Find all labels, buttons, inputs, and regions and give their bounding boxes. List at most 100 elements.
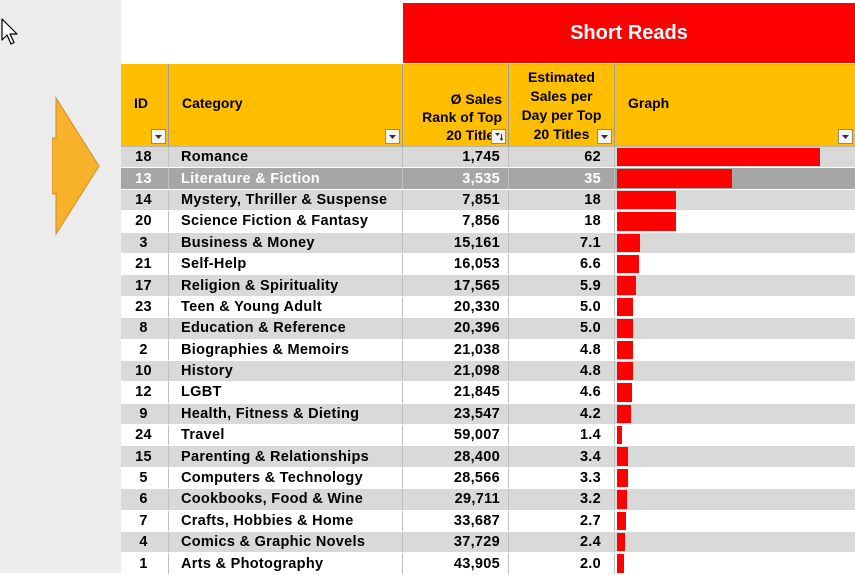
cell-estimated-sales[interactable]: 5.0 (509, 318, 615, 339)
cell-estimated-sales[interactable]: 4.8 (509, 360, 615, 382)
cell-sales-rank[interactable]: 28,566 (403, 467, 509, 489)
cell-graph[interactable] (615, 553, 855, 573)
cell-graph[interactable] (615, 297, 855, 317)
cell-graph[interactable] (615, 404, 855, 424)
cell-id[interactable]: 1 (121, 553, 169, 574)
cell-sales-rank[interactable]: 1,745 (403, 147, 509, 168)
table-row[interactable]: 21 Self-Help 16,053 6.6 (121, 253, 855, 276)
cell-sales-rank[interactable]: 29,711 (403, 489, 509, 510)
table-row[interactable]: 10 History 21,098 4.8 (121, 360, 855, 383)
cell-sales-rank[interactable]: 20,330 (403, 296, 509, 318)
cell-sales-rank[interactable]: 3,535 (403, 168, 509, 189)
cell-category[interactable]: LGBT (169, 382, 403, 403)
cell-graph[interactable] (615, 211, 855, 231)
cell-estimated-sales[interactable]: 3.4 (509, 446, 615, 467)
cell-category[interactable]: Mystery, Thriller & Suspense (169, 189, 403, 211)
cell-category[interactable]: Health, Fitness & Dieting (169, 403, 403, 425)
cell-sales-rank[interactable]: 28,400 (403, 446, 509, 467)
cell-category[interactable]: Science Fiction & Fantasy (169, 211, 403, 232)
cell-id[interactable]: 14 (121, 189, 169, 211)
table-row[interactable]: 23 Teen & Young Adult 20,330 5.0 (121, 296, 855, 319)
cell-category[interactable]: Biographies & Memoirs (169, 339, 403, 360)
table-row[interactable]: 3 Business & Money 15,161 7.1 (121, 232, 855, 254)
cell-estimated-sales[interactable]: 3.2 (509, 489, 615, 510)
cell-graph[interactable] (615, 511, 855, 531)
table-row[interactable]: 9 Health, Fitness & Dieting 23,547 4.2 (121, 403, 855, 426)
dropdown-filter-icon[interactable] (151, 129, 166, 144)
cell-graph[interactable] (615, 382, 855, 402)
cell-id[interactable]: 5 (121, 467, 169, 489)
table-row[interactable]: 2 Biographies & Memoirs 21,038 4.8 (121, 339, 855, 361)
cell-estimated-sales[interactable]: 4.2 (509, 403, 615, 425)
cell-category[interactable]: Travel (169, 425, 403, 446)
cell-graph[interactable] (615, 147, 855, 167)
table-row[interactable]: 24 Travel 59,007 1.4 (121, 425, 855, 447)
cell-id[interactable]: 6 (121, 489, 169, 510)
cell-estimated-sales[interactable]: 2.4 (509, 532, 615, 553)
cell-estimated-sales[interactable]: 7.1 (509, 232, 615, 253)
cell-estimated-sales[interactable]: 35 (509, 168, 615, 189)
table-row[interactable]: 15 Parenting & Relationships 28,400 3.4 (121, 446, 855, 468)
cell-id[interactable]: 17 (121, 275, 169, 296)
cell-category[interactable]: Religion & Spirituality (169, 275, 403, 296)
cell-sales-rank[interactable]: 23,547 (403, 403, 509, 425)
cell-sales-rank[interactable]: 33,687 (403, 510, 509, 532)
cell-estimated-sales[interactable]: 62 (509, 147, 615, 168)
cell-sales-rank[interactable]: 16,053 (403, 253, 509, 275)
cell-category[interactable]: Education & Reference (169, 318, 403, 339)
cell-category[interactable]: Comics & Graphic Novels (169, 532, 403, 553)
cell-estimated-sales[interactable]: 2.7 (509, 510, 615, 532)
cell-sales-rank[interactable]: 17,565 (403, 275, 509, 296)
cell-sales-rank[interactable]: 15,161 (403, 232, 509, 253)
dropdown-filter-icon[interactable] (597, 129, 612, 144)
cell-estimated-sales[interactable]: 5.9 (509, 275, 615, 296)
cell-sales-rank[interactable]: 37,729 (403, 532, 509, 553)
table-row[interactable]: 20 Science Fiction & Fantasy 7,856 18 (121, 211, 855, 233)
cell-id[interactable]: 21 (121, 253, 169, 275)
cell-sales-rank[interactable]: 43,905 (403, 553, 509, 574)
table-row[interactable]: 1 Arts & Photography 43,905 2.0 (121, 553, 855, 575)
table-row[interactable]: 18 Romance 1,745 62 (121, 147, 855, 169)
cell-graph[interactable] (615, 532, 855, 552)
table-row[interactable]: 12 LGBT 21,845 4.6 (121, 382, 855, 404)
cell-id[interactable]: 9 (121, 403, 169, 425)
cell-category[interactable]: Self-Help (169, 253, 403, 275)
cell-id[interactable]: 12 (121, 382, 169, 403)
cell-category[interactable]: Teen & Young Adult (169, 296, 403, 318)
cell-sales-rank[interactable]: 7,856 (403, 211, 509, 232)
cell-estimated-sales[interactable]: 4.6 (509, 382, 615, 403)
cell-graph[interactable] (615, 425, 855, 445)
cell-category[interactable]: Parenting & Relationships (169, 446, 403, 467)
cell-graph[interactable] (615, 275, 855, 295)
cell-id[interactable]: 20 (121, 211, 169, 232)
cell-category[interactable]: Arts & Photography (169, 553, 403, 574)
cell-category[interactable]: Crafts, Hobbies & Home (169, 510, 403, 532)
cell-id[interactable]: 24 (121, 425, 169, 446)
table-row[interactable]: 17 Religion & Spirituality 17,565 5.9 (121, 275, 855, 297)
cell-graph[interactable] (615, 361, 855, 381)
cell-id[interactable]: 15 (121, 446, 169, 467)
cell-category[interactable]: Literature & Fiction (169, 168, 403, 189)
cell-id[interactable]: 13 (121, 168, 169, 189)
cell-graph[interactable] (615, 489, 855, 509)
cell-id[interactable]: 7 (121, 510, 169, 532)
cell-estimated-sales[interactable]: 5.0 (509, 296, 615, 318)
cell-id[interactable]: 23 (121, 296, 169, 318)
cell-estimated-sales[interactable]: 2.0 (509, 553, 615, 574)
cell-id[interactable]: 2 (121, 339, 169, 360)
sort-filter-icon[interactable] (491, 129, 506, 144)
cell-sales-rank[interactable]: 21,845 (403, 382, 509, 403)
cell-graph[interactable] (615, 318, 855, 338)
cell-estimated-sales[interactable]: 18 (509, 211, 615, 232)
table-row[interactable]: 6 Cookbooks, Food & Wine 29,711 3.2 (121, 489, 855, 511)
cell-estimated-sales[interactable]: 18 (509, 189, 615, 211)
table-row[interactable]: 5 Computers & Technology 28,566 3.3 (121, 467, 855, 490)
cell-graph[interactable] (615, 233, 855, 253)
table-row[interactable]: 13 Literature & Fiction 3,535 35 (121, 168, 855, 190)
cell-estimated-sales[interactable]: 6.6 (509, 253, 615, 275)
cell-graph[interactable] (615, 254, 855, 274)
cell-id[interactable]: 3 (121, 232, 169, 253)
cell-category[interactable]: Romance (169, 147, 403, 168)
table-row[interactable]: 7 Crafts, Hobbies & Home 33,687 2.7 (121, 510, 855, 533)
cell-sales-rank[interactable]: 20,396 (403, 318, 509, 339)
